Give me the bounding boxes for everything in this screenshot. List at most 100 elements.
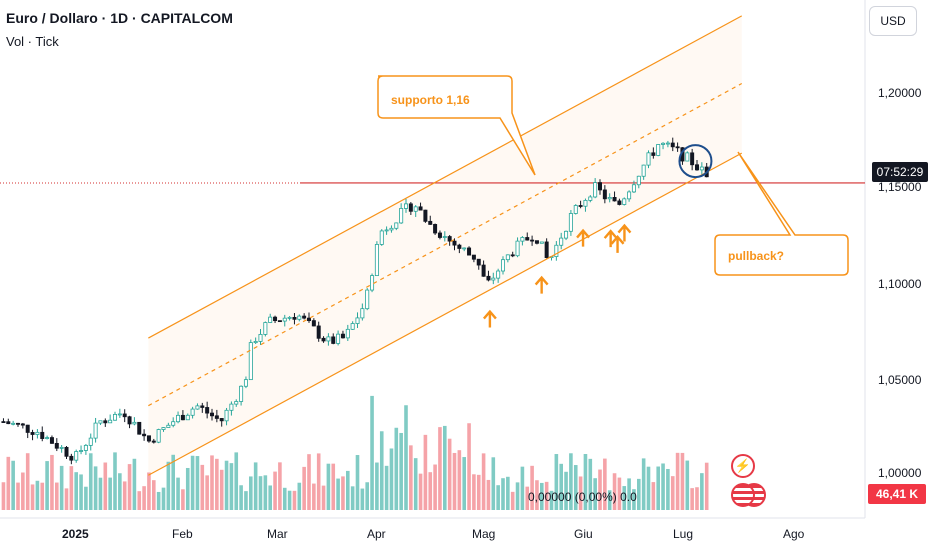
candle-body bbox=[93, 422, 98, 439]
volume-bar bbox=[389, 448, 394, 510]
volume-bar bbox=[607, 490, 612, 510]
candle-body bbox=[394, 222, 399, 229]
candle-body bbox=[457, 244, 462, 249]
volume-bar bbox=[641, 458, 646, 510]
candle-body bbox=[336, 333, 341, 344]
volume-bar bbox=[530, 465, 534, 510]
y-tick-label: 1,20000 bbox=[878, 86, 922, 100]
candle-body bbox=[292, 316, 297, 320]
volume-bar bbox=[147, 472, 151, 510]
lightning-icon[interactable]: ⚡ bbox=[731, 454, 755, 478]
x-tick-label: Giu bbox=[574, 527, 593, 541]
volume-bar bbox=[506, 476, 510, 510]
candle-body bbox=[350, 323, 355, 330]
candle-body bbox=[598, 182, 603, 191]
volume-bar bbox=[239, 485, 243, 510]
volume-bar bbox=[11, 460, 15, 510]
channel-line-upper bbox=[148, 15, 743, 339]
candle-body bbox=[15, 422, 20, 425]
candle-body bbox=[1, 421, 6, 423]
volume-bar bbox=[79, 474, 83, 510]
candle-body bbox=[622, 198, 627, 205]
current-price-label: 07:52:29 bbox=[872, 162, 928, 182]
candle-body bbox=[321, 337, 326, 342]
candle-body bbox=[224, 409, 229, 422]
volume-bar bbox=[287, 490, 292, 510]
candle-body bbox=[302, 315, 307, 319]
candle-body bbox=[491, 277, 496, 281]
volume-bar bbox=[700, 473, 704, 510]
candle-body bbox=[40, 431, 45, 439]
candle-body bbox=[413, 206, 418, 212]
volume-bar bbox=[142, 486, 146, 510]
candle-body bbox=[146, 435, 151, 442]
candle-body bbox=[530, 239, 535, 242]
volume-bar bbox=[360, 488, 365, 510]
volume-bar bbox=[278, 462, 282, 510]
volume-bar bbox=[215, 458, 219, 510]
volume-bar bbox=[321, 485, 326, 510]
candle-body bbox=[64, 446, 69, 457]
candle-body bbox=[311, 320, 316, 327]
volume-bar bbox=[598, 469, 602, 510]
volume-bar bbox=[491, 457, 496, 510]
volume-bar bbox=[675, 452, 680, 510]
candle-body bbox=[534, 240, 539, 244]
up-arrow-marker bbox=[603, 229, 618, 248]
volume-bar bbox=[540, 482, 544, 510]
candle-body bbox=[229, 403, 234, 411]
candle-body bbox=[670, 142, 675, 148]
volume-bar bbox=[588, 458, 593, 510]
volume-bar bbox=[127, 464, 132, 510]
volume-bar bbox=[30, 484, 35, 510]
volume-bar bbox=[535, 480, 539, 510]
candle-body bbox=[365, 289, 370, 310]
volume-bar bbox=[64, 488, 69, 510]
volume-bar bbox=[118, 473, 122, 510]
volume-bar bbox=[181, 489, 185, 510]
y-tick-label: 1,00000 bbox=[878, 466, 922, 480]
candle-body bbox=[481, 264, 486, 277]
candle-body bbox=[59, 446, 64, 449]
currency-button[interactable]: USD bbox=[869, 6, 917, 36]
volume-bar bbox=[190, 455, 195, 510]
candle-body bbox=[83, 444, 88, 451]
volume-bar bbox=[375, 462, 379, 510]
volume-bar bbox=[418, 473, 423, 510]
volume-bar bbox=[74, 472, 78, 510]
candle-body bbox=[166, 424, 171, 428]
volume-indicator-label[interactable]: Vol · Tick bbox=[6, 34, 59, 49]
up-arrow-marker bbox=[617, 223, 632, 242]
candle-body bbox=[132, 421, 137, 425]
candle-body bbox=[214, 415, 219, 419]
symbol-title[interactable]: Euro / Dollaro · 1D · CAPITALCOM bbox=[6, 10, 233, 26]
volume-bar bbox=[632, 489, 636, 510]
volume-bar bbox=[263, 475, 268, 510]
candle-body bbox=[418, 206, 423, 211]
candle-body bbox=[384, 229, 389, 232]
candle-body bbox=[180, 414, 185, 421]
us-flag-icon[interactable] bbox=[731, 483, 755, 507]
volume-bar bbox=[646, 466, 651, 510]
volume-bar bbox=[583, 454, 588, 510]
volume-bar bbox=[690, 488, 694, 510]
candle-body bbox=[79, 450, 84, 452]
candle-body bbox=[544, 241, 549, 259]
pullback-callout-text[interactable]: pullback? bbox=[728, 249, 785, 263]
candle-body bbox=[122, 413, 127, 418]
volume-bar bbox=[234, 452, 239, 510]
candle-body bbox=[500, 259, 505, 272]
candle-body bbox=[573, 205, 578, 214]
volume-bar bbox=[1, 482, 6, 510]
y-tick-label: 1,05000 bbox=[878, 373, 922, 387]
volume-bar bbox=[554, 454, 559, 510]
candle-body bbox=[268, 316, 273, 323]
volume-bar bbox=[185, 467, 190, 510]
candle-body bbox=[437, 232, 442, 238]
volume-bar bbox=[55, 482, 59, 510]
volume-bar bbox=[292, 490, 297, 510]
support-callout-text[interactable]: supporto 1,16 bbox=[391, 93, 470, 107]
candle-body bbox=[88, 437, 93, 446]
